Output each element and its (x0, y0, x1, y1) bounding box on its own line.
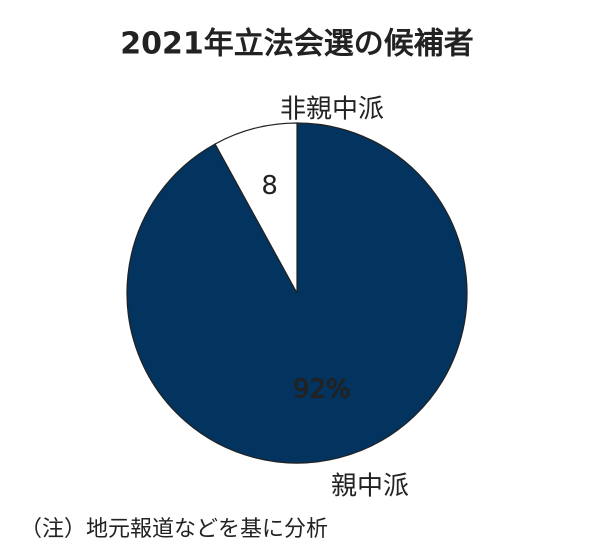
value-label: 8 (261, 171, 278, 201)
pie-slice (126, 122, 468, 464)
value-label: 92% (293, 374, 351, 404)
pie-slice (214, 122, 298, 294)
category-label: 親中派 (331, 472, 409, 502)
note: （注）地元報道などを基に分析 (20, 517, 328, 542)
category-label: 非親中派 (280, 95, 384, 125)
chart-title: 2021年立法会選の候補者 (120, 27, 474, 62)
